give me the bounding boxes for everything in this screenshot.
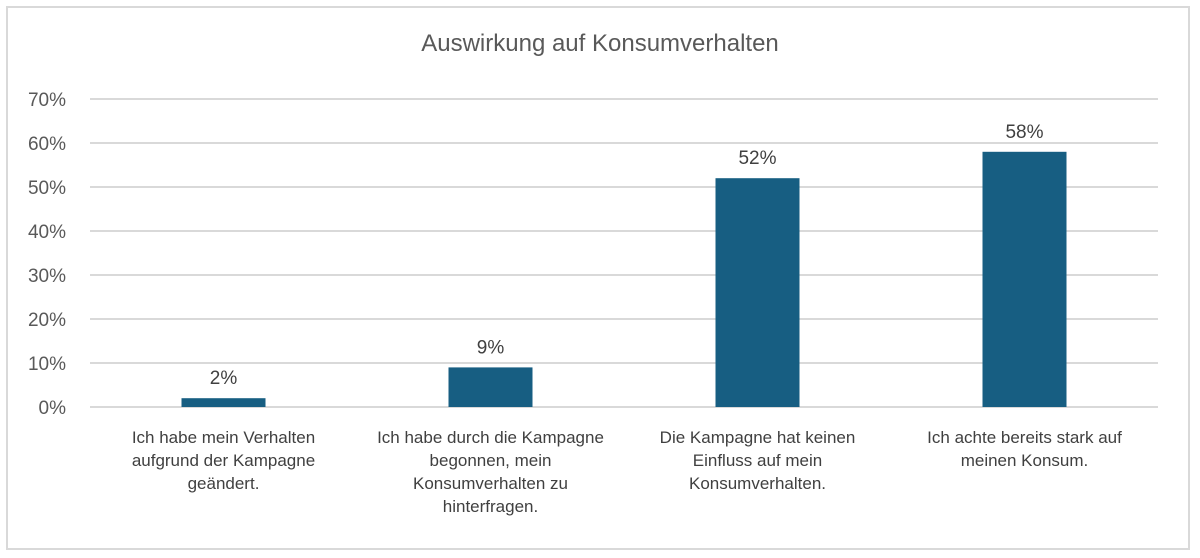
x-category-label: Ich achte bereits stark auf meinen Konsu…: [927, 428, 1122, 470]
data-label: 2%: [210, 368, 238, 389]
x-category-label: Die Kampagne hat keinen Einfluss auf mei…: [659, 428, 856, 493]
y-tick-label: 10%: [28, 354, 66, 375]
chart-title: Auswirkung auf Konsumverhalten: [421, 30, 779, 57]
y-tick-label: 40%: [28, 222, 66, 243]
y-tick-label: 20%: [28, 310, 66, 331]
x-category-label: Ich habe durch die Kampagne begonnen, me…: [377, 428, 604, 516]
bar: [982, 151, 1067, 407]
bar: [715, 178, 800, 407]
bar: [181, 398, 266, 407]
y-tick-label: 60%: [28, 134, 66, 155]
chart-frame: [6, 6, 1190, 550]
y-tick-label: 70%: [28, 90, 66, 111]
data-label: 52%: [738, 148, 776, 169]
data-label: 58%: [1005, 122, 1043, 143]
y-tick-label: 30%: [28, 266, 66, 287]
x-category-label: Ich habe mein Verhalten aufgrund der Kam…: [131, 428, 316, 493]
y-tick-label: 50%: [28, 178, 66, 199]
bar: [448, 367, 533, 407]
y-tick-label: 0%: [39, 398, 67, 419]
data-label: 9%: [477, 337, 505, 358]
